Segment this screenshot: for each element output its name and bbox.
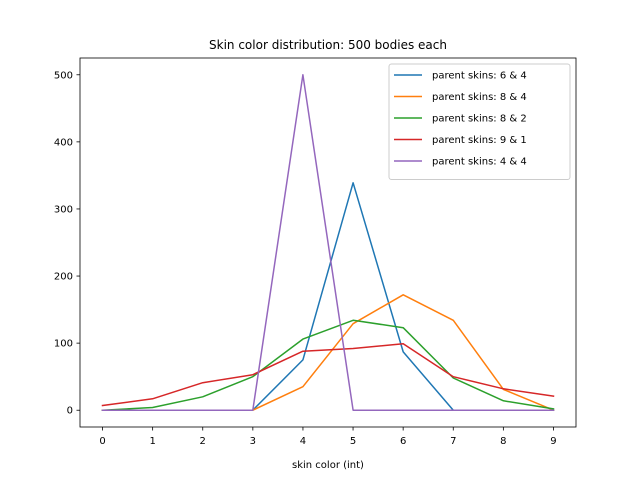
legend-label: parent skins: 8 & 4	[432, 92, 527, 103]
x-tick-label: 0	[99, 436, 105, 447]
x-tick-label: 4	[300, 436, 306, 447]
series-line-5	[101, 74, 555, 411]
x-axis-ticks: 0 1 2 3 4 5 6 7 8 9	[99, 427, 557, 447]
x-tick-label: 9	[550, 436, 556, 447]
chart-title: Skin color distribution: 500 bodies each	[209, 38, 447, 52]
y-tick-label: 300	[54, 204, 73, 215]
plot-area	[101, 74, 555, 412]
x-tick-label: 5	[350, 436, 356, 447]
x-tick-label: 1	[149, 436, 155, 447]
series-line-4	[101, 343, 555, 407]
series-line-3	[101, 319, 555, 411]
y-tick-label: 0	[67, 406, 73, 417]
axes-frame	[79, 57, 577, 428]
y-tick-label: 500	[54, 70, 73, 81]
x-tick-label: 8	[500, 436, 506, 447]
y-tick-label: 200	[54, 272, 73, 283]
x-tick-label: 2	[200, 436, 206, 447]
legend-label: parent skins: 9 & 1	[432, 135, 527, 146]
y-tick-label: 100	[54, 339, 73, 350]
legend: parent skins: 6 & 4 parent skins: 8 & 4 pa…	[388, 63, 571, 180]
x-tick-label: 6	[400, 436, 406, 447]
legend-label: parent skins: 4 & 4	[432, 157, 527, 168]
y-tick-label: 400	[54, 137, 73, 148]
y-axis-ticks: 0 100 200 300 400 500	[54, 70, 80, 417]
x-tick-label: 3	[250, 436, 256, 447]
legend-label: parent skins: 6 & 4	[432, 71, 527, 82]
x-axis-label: skin color (int)	[292, 460, 364, 471]
legend-box	[388, 63, 571, 180]
x-tick-label: 7	[450, 436, 456, 447]
legend-label: parent skins: 8 & 2	[432, 114, 527, 125]
